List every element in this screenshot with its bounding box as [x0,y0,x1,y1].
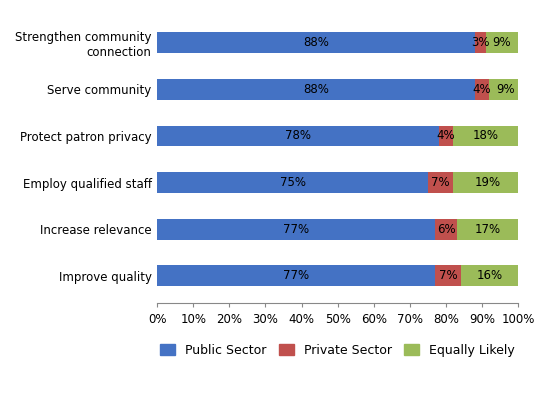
Legend: Public Sector, Private Sector, Equally Likely: Public Sector, Private Sector, Equally L… [156,340,519,361]
Bar [453,172,522,193]
Text: 88%: 88% [303,83,329,96]
Bar [457,218,518,240]
Text: 16%: 16% [476,269,503,282]
Text: 77%: 77% [283,269,309,282]
Text: 18%: 18% [473,129,499,143]
Text: 88%: 88% [303,37,329,50]
Text: 9%: 9% [496,83,515,96]
Text: 17%: 17% [475,223,500,235]
Bar [453,126,518,146]
Bar [157,172,428,193]
Text: 3%: 3% [471,37,490,50]
Bar [490,79,522,100]
Bar [157,218,435,240]
Bar [428,172,453,193]
Bar [435,218,457,240]
Text: 75%: 75% [279,176,306,189]
Text: 7%: 7% [438,269,457,282]
Bar [157,126,439,146]
Bar [157,79,475,100]
Text: 77%: 77% [283,223,309,235]
Text: 4%: 4% [473,83,492,96]
Text: 6%: 6% [437,223,455,235]
Bar [439,126,453,146]
Bar [486,32,518,53]
Text: 9%: 9% [493,37,512,50]
Text: 4%: 4% [437,129,455,143]
Text: 19%: 19% [475,176,500,189]
Bar [475,79,490,100]
Bar [157,32,475,53]
Bar [435,265,460,286]
Text: 78%: 78% [285,129,311,143]
Bar [475,32,486,53]
Bar [460,265,518,286]
Text: 7%: 7% [431,176,450,189]
Bar [157,265,435,286]
